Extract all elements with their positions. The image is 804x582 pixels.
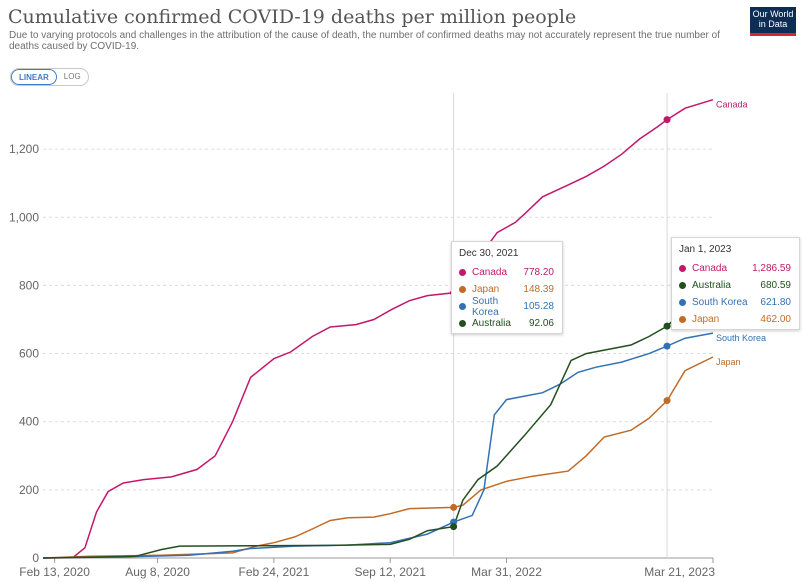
chart-subtitle: Due to varying protocols and challenges …: [9, 30, 720, 52]
y-tick-label-1200: 1,200: [9, 142, 39, 156]
tooltip-series-name: Japan: [692, 314, 720, 325]
logo-line2: in Data: [758, 19, 788, 29]
tooltip-series-value: 1,286.59: [752, 263, 791, 274]
y-tick-label-0: 0: [32, 551, 39, 565]
legend-dot-icon: [679, 316, 686, 323]
y-tick-label-200: 200: [19, 483, 39, 497]
point-south-korea-1: [663, 342, 671, 350]
tooltip-series-name: South Korea: [472, 295, 499, 318]
x-tick-label-5: Mar 21, 2023: [644, 565, 715, 579]
x-tick-label-0: Feb 13, 2020: [19, 565, 90, 579]
tooltip-series-name: Australia: [692, 280, 731, 291]
series-line-japan[interactable]: [42, 356, 714, 559]
y-tick-label-1000: 1,000: [9, 210, 39, 224]
tooltip-series-name: Canada: [692, 263, 728, 274]
tooltip-series-name: Japan: [472, 284, 500, 295]
tooltip-row-canada: Canada 1,286.59: [679, 260, 791, 277]
end-label-canada: Canada: [716, 100, 748, 110]
linear-scale-button[interactable]: LINEAR: [11, 69, 57, 85]
point-japan-1: [663, 397, 671, 405]
tooltip-date: Jan 1, 2023: [679, 244, 732, 255]
logo-line1: Our World: [752, 9, 794, 19]
tooltip-series-value: 148.39: [523, 284, 554, 295]
legend-dot-icon: [459, 269, 466, 276]
tooltip-dec-30-2021: Dec 30, 2021 Canada 778.20 Japan 148.39 South…: [451, 241, 563, 334]
tooltip-row-south-korea: South Korea 105.28: [459, 295, 554, 318]
legend-dot-icon: [679, 299, 686, 306]
tooltip-series-name: Australia: [472, 318, 511, 329]
tooltip-row-canada: Canada 778.20: [459, 264, 554, 281]
tooltip-series-value: 680.59: [760, 280, 791, 291]
legend-dot-icon: [679, 282, 686, 289]
series-line-australia[interactable]: [42, 320, 673, 559]
log-scale-button[interactable]: LOG: [63, 72, 81, 81]
y-tick-label-800: 800: [19, 278, 39, 292]
x-tick-label-1: Aug 8, 2020: [125, 565, 190, 579]
tooltip-series-value: 92.06: [528, 318, 554, 329]
end-label-south-korea: South Korea: [716, 333, 766, 343]
tooltip-row-south-korea: South Korea 621.80: [679, 294, 791, 311]
legend-dot-icon: [459, 303, 466, 310]
tooltip-series-value: 778.20: [523, 267, 554, 278]
tooltip-series-value: 462.00: [760, 314, 791, 325]
end-label-japan: Japan: [716, 357, 741, 367]
owid-logo[interactable]: Our World in Data: [750, 7, 796, 36]
tooltip-row-australia: Australia 680.59: [679, 277, 791, 294]
x-tick-label-2: Feb 24, 2021: [239, 565, 310, 579]
x-tick-label-4: Mar 31, 2022: [471, 565, 542, 579]
legend-dot-icon: [459, 320, 466, 327]
tooltip-series-value: 105.28: [523, 301, 554, 312]
tooltip-jan-1-2023: Jan 1, 2023 Canada 1,286.59 Australia 680.59…: [671, 237, 800, 330]
tooltip-row-australia: Australia 92.06: [459, 315, 554, 332]
point-japan-0: [450, 503, 458, 511]
y-tick-label-600: 600: [19, 347, 39, 361]
tooltip-date: Dec 30, 2021: [459, 248, 519, 259]
scale-toggle[interactable]: LINEAR LOG: [10, 68, 89, 86]
series-line-south-korea[interactable]: [42, 332, 714, 559]
tooltip-row-japan: Japan 462.00: [679, 311, 791, 328]
legend-dot-icon: [459, 286, 466, 293]
tooltip-series-value: 621.80: [760, 297, 791, 308]
chart-title: Cumulative confirmed COVID-19 deaths per…: [8, 6, 577, 28]
x-tick-label-3: Sep 12, 2021: [355, 565, 427, 579]
tooltip-series-name: South Korea: [692, 297, 748, 308]
point-canada-1: [663, 116, 671, 124]
legend-dot-icon: [679, 265, 686, 272]
series-line-canada[interactable]: [42, 98, 714, 559]
y-tick-label-400: 400: [19, 415, 39, 429]
point-australia-1: [663, 322, 671, 330]
tooltip-row-japan: Japan 148.39: [459, 281, 554, 298]
tooltip-series-name: Canada: [472, 267, 508, 278]
point-australia-0: [450, 523, 458, 531]
